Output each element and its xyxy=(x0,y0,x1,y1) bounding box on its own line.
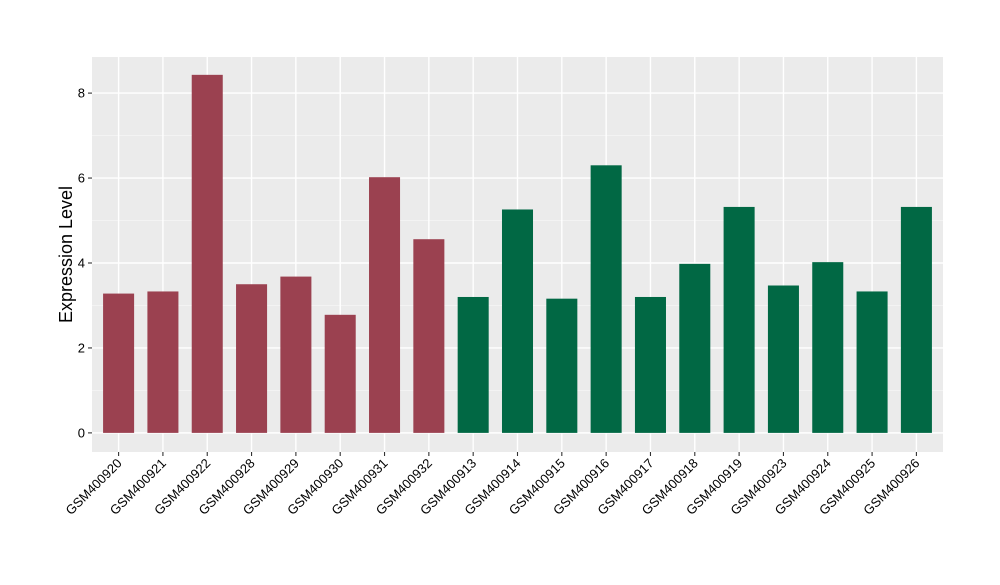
bar-GSM400921 xyxy=(147,291,179,433)
bar-GSM400923 xyxy=(767,285,799,433)
bar-GSM400918 xyxy=(679,263,711,433)
bar-GSM400916 xyxy=(590,165,622,433)
bar-GSM400931 xyxy=(369,177,401,433)
y-tick-label: 6 xyxy=(78,171,85,186)
bar-GSM400929 xyxy=(280,276,312,433)
bar-GSM400919 xyxy=(723,206,755,433)
bar-GSM400925 xyxy=(856,291,888,433)
y-tick-label: 8 xyxy=(78,86,85,101)
x-axis: GSM400920GSM400921GSM400922GSM400928GSM4… xyxy=(62,452,923,518)
bars xyxy=(103,74,932,433)
bar-GSM400928 xyxy=(236,284,268,433)
bar-GSM400922 xyxy=(191,74,223,433)
y-axis: 0 2 4 6 8 xyxy=(78,86,92,440)
bar-GSM400920 xyxy=(103,293,135,433)
bar-GSM400915 xyxy=(546,298,578,433)
bar-GSM400924 xyxy=(812,262,844,433)
y-tick-label: 4 xyxy=(78,255,85,270)
y-axis-title: Expression Level xyxy=(56,186,76,323)
bar-GSM400932 xyxy=(413,239,445,433)
bar-GSM400930 xyxy=(324,314,356,433)
y-tick-label: 0 xyxy=(78,425,85,440)
bar-GSM400926 xyxy=(900,206,932,433)
bar-GSM400914 xyxy=(501,209,534,433)
y-tick-label: 2 xyxy=(78,340,85,355)
bar-GSM400913 xyxy=(457,296,489,433)
bar-GSM400917 xyxy=(634,296,666,433)
